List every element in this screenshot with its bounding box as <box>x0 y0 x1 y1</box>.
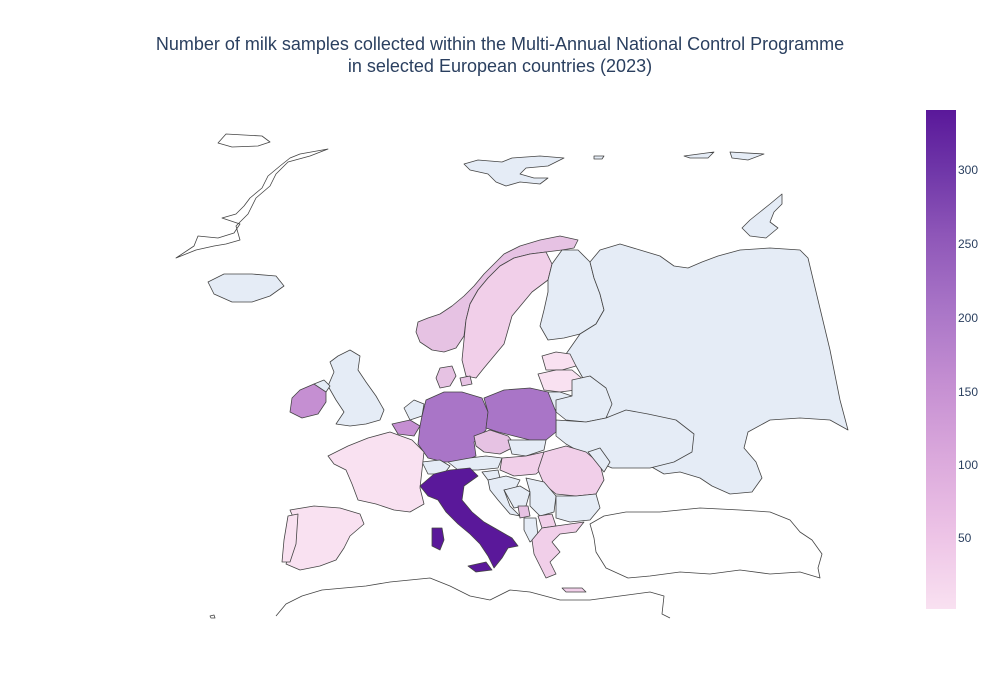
colorbar-tick-300: 300 <box>958 163 979 177</box>
region-greenland[interactable] <box>175 133 329 259</box>
region-bulgaria[interactable] <box>555 493 601 523</box>
region-franz-josef-land[interactable] <box>593 151 765 161</box>
colorbar-tick-150: 150 <box>958 385 979 399</box>
region-north-africa[interactable] <box>275 577 671 619</box>
region-north-macedonia[interactable] <box>537 513 557 529</box>
region-slovakia[interactable] <box>507 439 547 457</box>
colorbar-tick-250: 250 <box>958 237 979 251</box>
chart-title: Number of milk samples collected within … <box>0 33 1000 77</box>
region-italy[interactable] <box>419 467 519 573</box>
region-serbia[interactable] <box>525 477 557 517</box>
region-ireland[interactable] <box>289 383 327 419</box>
region-turkey[interactable] <box>589 507 823 579</box>
region-switzerland[interactable] <box>421 459 451 475</box>
region-svalbard[interactable] <box>463 155 565 187</box>
chart-title-line-2: in selected European countries (2023) <box>347 56 653 76</box>
region-greece[interactable] <box>531 521 587 593</box>
region-denmark[interactable] <box>435 365 473 389</box>
chart-title-line-1: Number of milk samples collected within … <box>155 34 845 54</box>
colorbar-tick-200: 200 <box>958 311 979 325</box>
region-portugal[interactable] <box>281 513 299 563</box>
region-netherlands[interactable] <box>403 399 425 421</box>
region-belgium[interactable] <box>391 419 421 437</box>
region-czechia[interactable] <box>473 429 517 455</box>
region-united-kingdom[interactable] <box>327 349 385 427</box>
region-moldova[interactable] <box>587 447 611 473</box>
colorbar-tick-50: 50 <box>958 531 972 545</box>
region-iceland[interactable] <box>207 273 285 303</box>
region-montenegro[interactable] <box>517 505 531 519</box>
region-ceuta[interactable] <box>209 614 216 619</box>
region-sweden[interactable] <box>461 251 553 379</box>
region-bosnia[interactable] <box>503 485 531 509</box>
region-france[interactable] <box>327 431 425 513</box>
region-germany[interactable] <box>417 391 489 463</box>
colorbar-gradient <box>926 110 956 609</box>
region-novaya-zemlya[interactable] <box>741 193 783 239</box>
region-estonia[interactable] <box>541 351 577 371</box>
region-croatia[interactable] <box>487 475 521 517</box>
region-northern-ireland[interactable] <box>313 379 331 393</box>
colorbar <box>926 110 956 609</box>
colorbar-tick-100: 100 <box>958 458 979 472</box>
